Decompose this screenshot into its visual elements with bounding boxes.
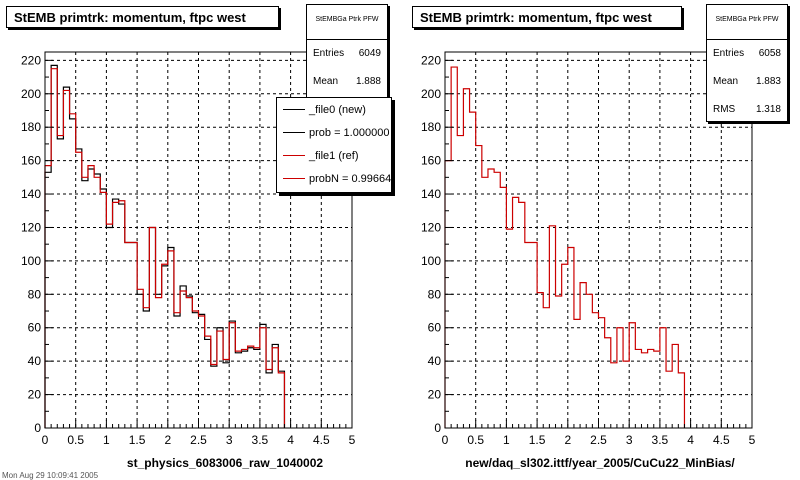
right-ytick-label-1: 20	[428, 388, 442, 402]
left-chart-title: StEMB primtrk: momentum, ftpc west	[6, 6, 279, 28]
right-xtick-label-8: 4	[687, 433, 694, 447]
legend-entry-probn: probN = 0.99664	[277, 167, 391, 190]
right-series-0	[444, 66, 686, 428]
right-xtick-label-4: 2	[564, 433, 571, 447]
legend-line-file1	[283, 155, 305, 156]
right-stats-rms-label: RMS	[713, 104, 736, 115]
right-xtick-label-5: 2.5	[590, 433, 607, 447]
legend-entry-file1: _file1 (ref)	[277, 144, 391, 167]
right-ytick-label-5: 100	[421, 254, 441, 268]
right-stats-rms-value: 1.318	[755, 104, 781, 115]
right-xtick-label-10: 5	[749, 433, 756, 447]
left-ytick-label-0: 0	[34, 421, 41, 435]
right-xtick-label-0: 0	[442, 433, 449, 447]
left-stats-entries-row: Entries 6049	[307, 40, 387, 68]
left-ytick-label-1: 20	[28, 388, 42, 402]
left-xtick-label-1: 0.5	[67, 433, 84, 447]
left-stats-mean-value: 1.888	[355, 76, 381, 87]
left-ytick-label-3: 60	[28, 321, 42, 335]
legend-line-probn	[283, 178, 305, 179]
legend-label-prob: prob = 1.000000	[309, 126, 390, 139]
right-stats-name: StEMBGa Ptrk PFW	[707, 5, 787, 40]
left-series-1	[44, 68, 286, 428]
right-histogram: 0 0.5 1 1.5 2 2.5 3 3.5 4 4.5 5 0 20 40 60 80 100 120 140 1…	[421, 51, 756, 447]
legend-entry-prob: prob = 1.000000	[277, 121, 391, 144]
legend-label-file1: _file1 (ref)	[309, 149, 359, 162]
right-x-axis-label: new/daq_sl302.ittf/year_2005/CuCu22_MinB…	[465, 456, 735, 470]
left-ytick-label-7: 140	[21, 187, 41, 201]
right-ytick-label-11: 220	[421, 53, 441, 67]
left-ytick-label-6: 120	[21, 220, 41, 234]
left-stats-mean-row: Mean 1.888	[307, 68, 387, 96]
right-xtick-label-6: 3	[626, 433, 633, 447]
right-xtick-label-2: 1	[503, 433, 510, 447]
left-xtick-label-3: 1.5	[129, 433, 146, 447]
left-xtick-label-6: 3	[226, 433, 233, 447]
left-ytick-label-11: 220	[21, 53, 41, 67]
left-xtick-label-2: 1	[103, 433, 110, 447]
left-ytick-label-4: 80	[28, 287, 42, 301]
right-ytick-label-2: 40	[428, 354, 442, 368]
left-xtick-label-7: 3.5	[252, 433, 269, 447]
right-xtick-label-1: 0.5	[467, 433, 484, 447]
right-xtick-label-9: 4.5	[713, 433, 730, 447]
right-stats-entries-value: 6058	[758, 48, 781, 59]
left-stats-mean-label: Mean	[313, 76, 339, 87]
right-stats-rms-row: RMS 1.318	[707, 96, 787, 124]
right-ytick-label-4: 80	[428, 287, 442, 301]
right-ytick-label-9: 180	[421, 120, 441, 134]
right-ytick-label-0: 0	[434, 421, 441, 435]
left-ytick-label-5: 100	[21, 254, 41, 268]
left-series-0	[44, 64, 286, 428]
legend-entry-file0: _file0 (new)	[277, 98, 391, 121]
right-stats-box: StEMBGa Ptrk PFW Entries 6058 Mean 1.883…	[706, 4, 788, 122]
right-chart-title: StEMB primtrk: momentum, ftpc west	[412, 6, 682, 28]
right-ytick-label-7: 140	[421, 187, 441, 201]
left-stats-entries-label: Entries	[313, 48, 345, 59]
legend-label-probn: probN = 0.99664	[309, 172, 392, 185]
right-ytick-label-8: 160	[421, 154, 441, 168]
left-ytick-label-10: 200	[21, 87, 41, 101]
right-ytick-label-10: 200	[421, 87, 441, 101]
left-xtick-label-5: 2.5	[190, 433, 207, 447]
left-xtick-label-9: 4.5	[313, 433, 330, 447]
right-stats-entries-label: Entries	[713, 48, 745, 59]
right-ytick-label-3: 60	[428, 321, 442, 335]
legend-label-file0: _file0 (new)	[309, 103, 366, 116]
right-stats-mean-row: Mean 1.883	[707, 68, 787, 96]
left-ytick-label-8: 160	[21, 154, 41, 168]
left-xtick-label-8: 4	[287, 433, 294, 447]
left-xtick-label-4: 2	[164, 433, 171, 447]
legend-line-prob	[283, 132, 305, 133]
left-ytick-label-2: 40	[28, 354, 42, 368]
right-ytick-label-6: 120	[421, 220, 441, 234]
left-stats-entries-value: 6049	[358, 48, 381, 59]
left-xtick-label-10: 5	[349, 433, 356, 447]
right-stats-entries-row: Entries 6058	[707, 40, 787, 68]
left-ytick-label-9: 180	[21, 120, 41, 134]
right-stats-mean-value: 1.883	[755, 76, 781, 87]
left-xtick-label-0: 0	[42, 433, 49, 447]
left-legend: _file0 (new) prob = 1.000000 _file1 (ref…	[276, 97, 392, 193]
left-stats-name: StEMBGa Ptrk PFW	[307, 5, 387, 40]
footer-timestamp: Mon Aug 29 10:09:41 2005	[2, 471, 99, 480]
right-stats-mean-label: Mean	[713, 76, 739, 87]
right-xtick-label-3: 1.5	[529, 433, 546, 447]
left-x-axis-label: st_physics_6083006_raw_1040002	[126, 456, 324, 470]
legend-line-file0	[283, 109, 305, 110]
right-xtick-label-7: 3.5	[652, 433, 669, 447]
